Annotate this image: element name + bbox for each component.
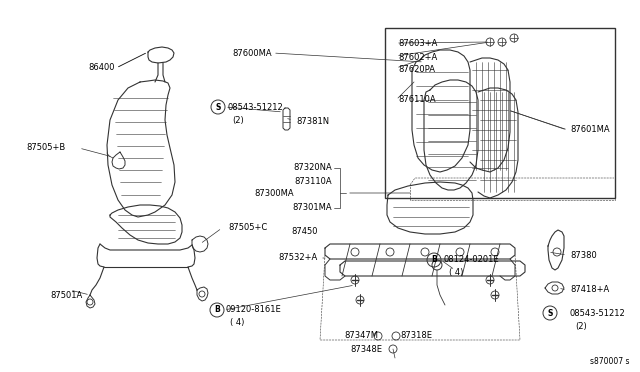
Text: 87602+A: 87602+A xyxy=(398,52,437,61)
Text: 87532+A: 87532+A xyxy=(279,253,318,263)
Text: 87620PA: 87620PA xyxy=(398,65,435,74)
Text: 876110A: 876110A xyxy=(398,96,436,105)
Text: 87380: 87380 xyxy=(570,250,596,260)
Text: 87601MA: 87601MA xyxy=(570,125,610,135)
Text: 86400: 86400 xyxy=(88,64,115,73)
Text: 87300MA: 87300MA xyxy=(254,189,294,198)
Text: s870007 s: s870007 s xyxy=(591,357,630,366)
Text: ( 4): ( 4) xyxy=(230,318,244,327)
Text: 87301MA: 87301MA xyxy=(292,202,332,212)
Text: ( 4): ( 4) xyxy=(449,269,463,278)
Text: B: B xyxy=(431,256,437,264)
Bar xyxy=(385,28,615,198)
Text: 873110A: 873110A xyxy=(294,177,332,186)
Text: (2): (2) xyxy=(575,321,587,330)
Text: 87348E: 87348E xyxy=(350,344,382,353)
Text: 87418+A: 87418+A xyxy=(570,285,609,295)
Text: S: S xyxy=(547,308,553,317)
Text: 08543-51212: 08543-51212 xyxy=(227,103,283,112)
Text: 87320NA: 87320NA xyxy=(293,164,332,173)
Text: 87318E: 87318E xyxy=(400,330,432,340)
Text: (2): (2) xyxy=(232,115,244,125)
Text: 08543-51212: 08543-51212 xyxy=(570,308,626,317)
Text: 09120-8161E: 09120-8161E xyxy=(225,305,281,314)
Text: S: S xyxy=(215,103,221,112)
Text: 08124-0201E: 08124-0201E xyxy=(444,256,500,264)
Text: 87505+B: 87505+B xyxy=(27,144,66,153)
Text: 87501A: 87501A xyxy=(50,291,83,299)
Text: 87381N: 87381N xyxy=(296,118,329,126)
Text: 87603+A: 87603+A xyxy=(398,38,437,48)
Text: 87450: 87450 xyxy=(291,228,318,237)
Text: B: B xyxy=(214,305,220,314)
Text: 87600MA: 87600MA xyxy=(232,48,272,58)
Text: 87505+C: 87505+C xyxy=(228,224,268,232)
Text: 87347M: 87347M xyxy=(344,330,378,340)
